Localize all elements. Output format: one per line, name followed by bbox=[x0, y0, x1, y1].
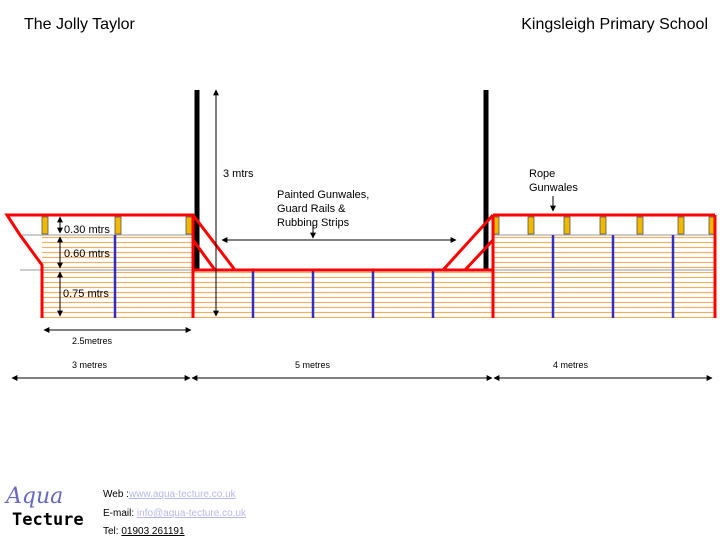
mast-height-label: 3 mtrs bbox=[223, 168, 254, 180]
masts bbox=[194, 90, 489, 270]
web-label: Web : bbox=[103, 489, 129, 500]
email-link[interactable]: info@aqua-tecture.co.uk bbox=[136, 508, 247, 519]
middle-note-line-3: Rubbing Strips bbox=[277, 217, 350, 229]
hull-outline bbox=[4, 213, 717, 318]
length-label-left: 3 metres bbox=[72, 360, 108, 370]
height-label-3: 0.75 mtrs bbox=[63, 288, 109, 300]
post-caps bbox=[41, 216, 716, 235]
height-label-1: 0.30 mtrs bbox=[64, 224, 110, 236]
title-left: The Jolly Taylor bbox=[24, 16, 135, 33]
logo-tecture: Tecture bbox=[12, 510, 84, 530]
bow-length-label: 2.5metres bbox=[72, 336, 113, 346]
hull-posts bbox=[113, 235, 675, 318]
logo-aqua: Aqua bbox=[6, 484, 64, 509]
tel-value: 01903 261191 bbox=[121, 526, 185, 537]
footer-web: Web :www.aqua-tecture.co.uk bbox=[103, 489, 236, 500]
middle-note-line-2: Guard Rails & bbox=[277, 203, 346, 215]
email-label: E-mail: bbox=[103, 508, 135, 519]
footer-tel: Tel: 01903 261191 bbox=[103, 526, 185, 537]
hull-planking bbox=[42, 235, 715, 318]
length-label-right: 4 metres bbox=[553, 360, 589, 370]
web-link[interactable]: www.aqua-tecture.co.uk bbox=[128, 489, 236, 500]
height-label-2: 0.60 mtrs bbox=[64, 248, 110, 260]
middle-note-line-1: Painted Gunwales, bbox=[277, 189, 369, 201]
title-right: Kingsleigh Primary School bbox=[521, 16, 708, 33]
footer-email: E-mail: info@aqua-tecture.co.uk bbox=[103, 508, 246, 519]
length-label-middle: 5 metres bbox=[295, 360, 331, 370]
dimension-arrows bbox=[11, 89, 713, 381]
tel-label: Tel: bbox=[103, 526, 119, 537]
gunwale-lines bbox=[20, 234, 715, 271]
rope-note-line-2: Gunwales bbox=[529, 182, 578, 194]
rope-note-line-1: Rope bbox=[529, 168, 555, 180]
